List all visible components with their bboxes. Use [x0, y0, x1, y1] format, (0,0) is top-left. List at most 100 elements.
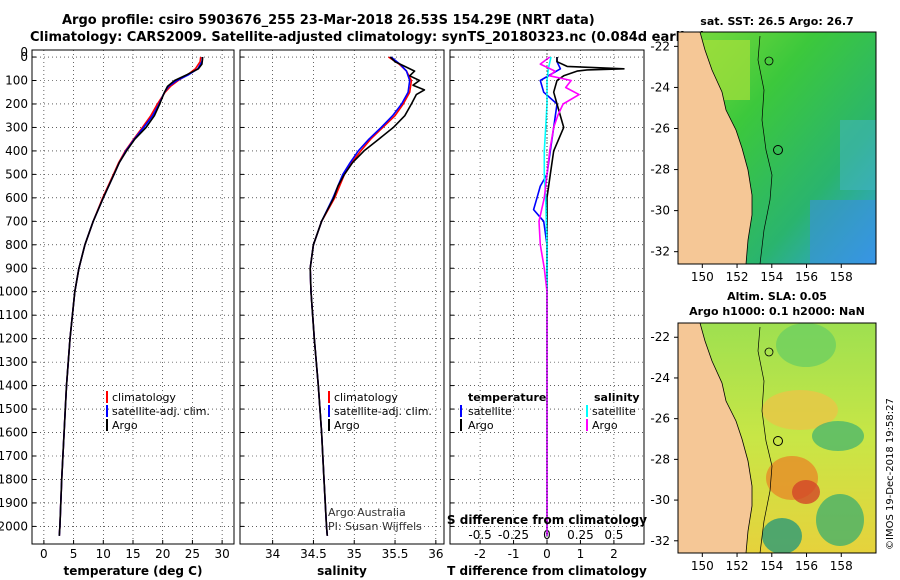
credit-line2: PI: Susan Wijffels: [328, 520, 422, 533]
depth-tick-label: 600: [5, 191, 28, 205]
depth-tick-label: 500: [5, 167, 28, 181]
x-tick-label: 0: [40, 547, 48, 561]
map-lon-label: 154: [760, 270, 783, 284]
series-1-climatology: [309, 56, 413, 536]
sst-map-frame: [677, 31, 877, 265]
x-tick-label: -2: [474, 547, 486, 561]
map-lon-label: 152: [726, 270, 749, 284]
map-lat-label: -32: [650, 245, 670, 259]
sla-map-title-line1: Altim. SLA: 0.05: [727, 290, 827, 303]
s-diff-tick-label: 0.25: [567, 528, 594, 542]
x-tick-label: 30: [214, 547, 229, 561]
legend-title-temperature: temperature: [468, 391, 546, 404]
legend-swatch-satellite: [106, 405, 108, 417]
map-lon-label: 154: [760, 559, 783, 573]
depth-tick-label: 1800: [0, 472, 28, 486]
coastline-land: [678, 323, 753, 553]
sst-map-axes: -22 -24 -26 -28 -30 -32 150 152 154 156 158: [650, 39, 852, 284]
map-lat-label: -22: [650, 39, 670, 53]
map-lon-label: 158: [830, 270, 853, 284]
salinity-xlabel: salinity: [317, 564, 367, 578]
depth-tick-label: 400: [5, 144, 28, 158]
map-lat-label: -30: [650, 204, 670, 218]
legend-label-argo: Argo: [112, 419, 138, 432]
figure-title-line1: Argo profile: csiro 5903676_255 23-Mar-2…: [62, 13, 595, 28]
argo-float-marker: [773, 436, 783, 446]
legend-label-s-argo: Argo: [592, 419, 618, 432]
sst-map: [678, 32, 876, 264]
depth-tick-label: 1100: [0, 308, 28, 322]
depth-axis: 0 100 200 300 400 500 600 700 800 900 1000 1100 1200…: [0, 45, 28, 534]
x-tick-label: 10: [96, 547, 111, 561]
map-lat-label: -24: [650, 371, 670, 385]
depth-tick-label: 1000: [0, 285, 28, 299]
sla-green-eddy: [776, 323, 836, 367]
depth-tick-label: 200: [5, 97, 28, 111]
island-marker: [764, 56, 774, 66]
series-1-argo: [309, 56, 426, 536]
legend-label-climatology: climatology: [112, 391, 176, 404]
legend-swatch-argo: [328, 419, 330, 431]
series-0-satellite-adj-clim-: [58, 56, 204, 536]
temperature-xlabel: temperature (deg C): [64, 564, 203, 578]
map-lat-label: -28: [650, 452, 670, 466]
x-tick-label: 0: [543, 547, 551, 561]
x-tick-label: 36: [428, 547, 443, 561]
depth-tick-label: 1900: [0, 496, 28, 510]
salinity-panel-frame: [239, 49, 445, 545]
difference-legend-temperature: temperature satellite Argo: [460, 391, 546, 432]
imos-timestamp: ©IMOS 19-Dec-2018 19:58:27: [885, 398, 896, 550]
map-lat-label: -24: [650, 80, 670, 94]
series-0-climatology: [58, 56, 202, 536]
sla-map: [678, 323, 876, 553]
x-tick-label: 35.5: [382, 547, 409, 561]
s-diff-tick-label: -0.25: [498, 528, 529, 542]
legend-label-s-satellite: satellite: [592, 405, 636, 418]
legend-swatch-climatology: [328, 391, 330, 403]
bathymetry-contour: [757, 326, 773, 553]
difference-legend-salinity: salinity satellite Argo: [586, 391, 640, 432]
x-tick-label: 34.5: [300, 547, 327, 561]
x-tick-label: 15: [125, 547, 140, 561]
series-0-argo: [58, 57, 204, 536]
depth-tick-label: 900: [5, 261, 28, 275]
legend-swatch-t-satellite: [460, 405, 462, 417]
legend-swatch-t-argo: [460, 419, 462, 431]
legend-title-salinity: salinity: [594, 391, 640, 404]
map-lon-label: 152: [726, 559, 749, 573]
depth-tick-label: 700: [5, 214, 28, 228]
sla-map-title-line2: Argo h1000: 0.1 h2000: NaN: [689, 305, 865, 318]
s-difference-axis-label: S difference from climatology: [447, 513, 647, 527]
credit-line1: Argo Australia: [328, 506, 406, 519]
sst-cool-patch-2: [840, 120, 876, 190]
legend-label-satellite: satellite-adj. clim.: [334, 405, 432, 418]
map-lon-label: 150: [691, 559, 714, 573]
series-layer: [58, 56, 625, 536]
island-marker: [764, 347, 774, 357]
grid-layer: [32, 50, 644, 544]
map-lon-label: 158: [830, 559, 853, 573]
map-lat-label: -32: [650, 534, 670, 548]
depth-tick-label-top: 0: [20, 45, 28, 59]
x-tick-label: 2: [610, 547, 618, 561]
coastline-land: [678, 32, 753, 264]
legend-label-t-satellite: satellite: [468, 405, 512, 418]
depth-tick-label: 1500: [0, 402, 28, 416]
x-tick-label: -1: [508, 547, 520, 561]
s-diff-tick-label: 0.5: [604, 528, 623, 542]
depth-tick-label: 1700: [0, 449, 28, 463]
map-lat-label: -30: [650, 493, 670, 507]
x-tick-label: 5: [70, 547, 78, 561]
salinity-legend: climatology satellite-adj. clim. Argo: [328, 391, 432, 432]
temperature-legend: climatology satellite-adj. clim. Argo: [106, 391, 210, 432]
legend-label-satellite: satellite-adj. clim.: [112, 405, 210, 418]
series-2-temperature-argo: [546, 57, 625, 536]
map-lon-label: 156: [795, 559, 818, 573]
x-tick-label: 34: [265, 547, 280, 561]
x-tick-label: 20: [155, 547, 170, 561]
sla-yellow-eddy: [762, 390, 838, 430]
series-1-satellite-adj-clim-: [309, 56, 411, 536]
series-2-salinity-argo: [538, 56, 580, 536]
map-lon-label: 156: [795, 270, 818, 284]
